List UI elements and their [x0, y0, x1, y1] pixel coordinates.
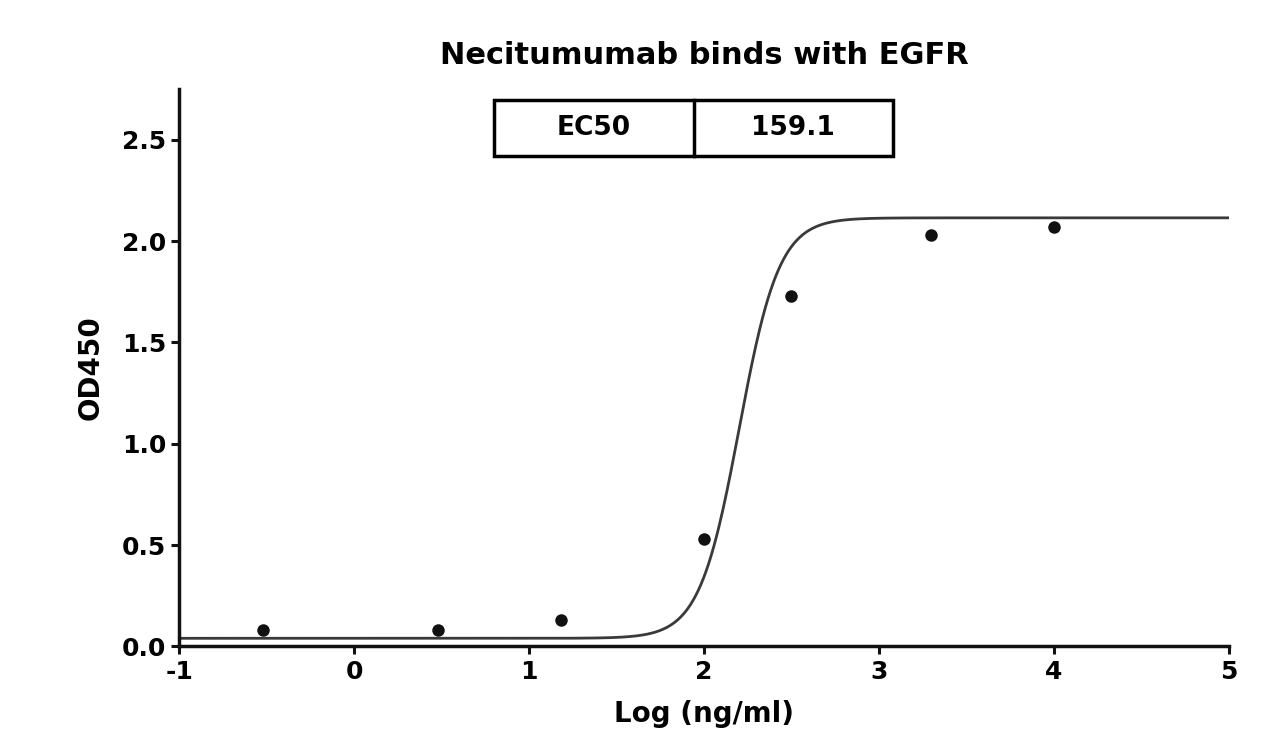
Text: 159.1: 159.1 — [751, 115, 835, 141]
Y-axis label: OD450: OD450 — [77, 316, 105, 420]
FancyBboxPatch shape — [494, 100, 893, 156]
Title: Necitumumab binds with EGFR: Necitumumab binds with EGFR — [439, 41, 969, 70]
Text: EC50: EC50 — [557, 115, 631, 141]
X-axis label: Log (ng/ml): Log (ng/ml) — [614, 700, 794, 728]
